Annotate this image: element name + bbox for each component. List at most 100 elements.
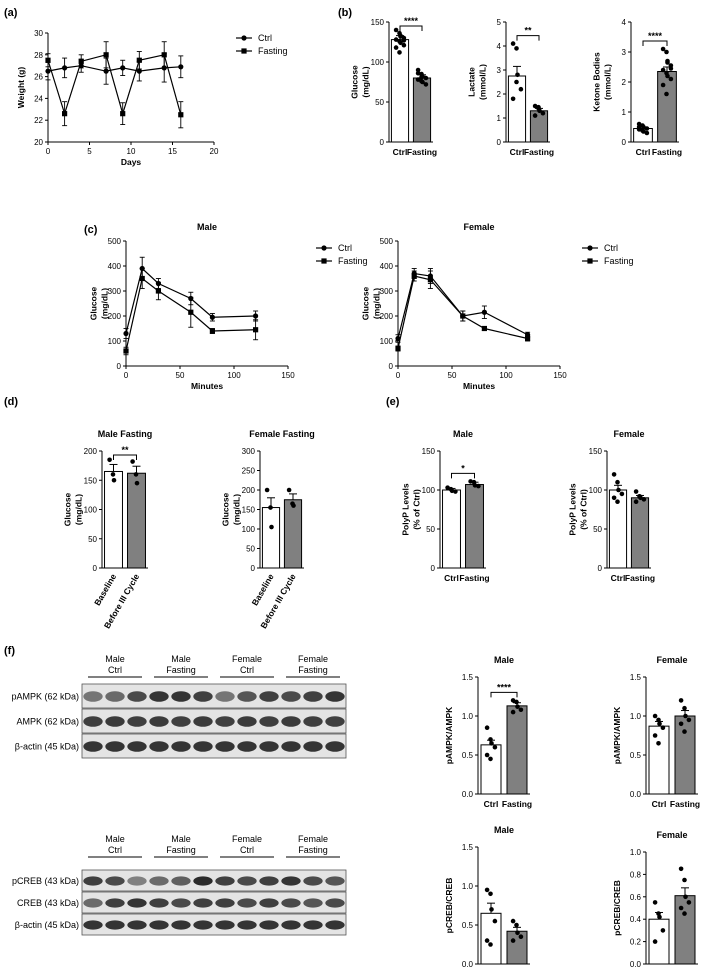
data-point-fasting (136, 57, 142, 63)
y-axis-label: Lactate(mmol/L) (467, 64, 488, 100)
data-point (660, 82, 666, 88)
y-axis-label: Glucose(mg/dL) (221, 492, 242, 526)
y-tick-label: 1.0 (630, 848, 642, 857)
data-point (668, 66, 674, 71)
blot-band (83, 876, 103, 886)
data-point (134, 480, 140, 486)
chart-title: Male Fasting (98, 429, 153, 439)
data-point (488, 942, 493, 947)
y-axis-label-line: Lactate (467, 67, 477, 97)
blot-group-label-line: Female (298, 654, 328, 664)
bar-before-iii-cycle (283, 499, 303, 569)
y-axis-label-line: Weight (g) (16, 67, 26, 109)
y-tick-label: 100 (380, 337, 394, 346)
data-point (660, 67, 666, 73)
blot-group-label-line: Male (171, 654, 191, 664)
y-tick-label: 4 (497, 42, 502, 51)
x-tick-label: Fasting (625, 573, 655, 583)
x-tick-label: Fasting (652, 147, 682, 157)
x-tick-label: Fasting (670, 799, 700, 809)
data-point (652, 713, 658, 719)
chart-title: Male (453, 429, 473, 439)
y-tick-label: 4 (622, 18, 627, 27)
data-point (264, 487, 270, 493)
y-tick-label: 24 (34, 94, 43, 103)
chart-b3: 0 1 2 3 4 Ketone Bodies(mmol/L) Ctrl Fasting ***… (592, 18, 683, 157)
x-tick-label: Fasting (459, 573, 489, 583)
data-point-fasting (120, 111, 126, 117)
y-axis-label: PolyP Levels(% of Ctrl) (568, 483, 589, 536)
significance-bracket (451, 472, 475, 479)
data-point (636, 124, 642, 130)
data-point (633, 499, 639, 505)
significance-bracket (399, 25, 423, 31)
data-point (489, 741, 494, 746)
blot-group-label-line: Female (232, 654, 262, 664)
blot-band (237, 898, 257, 908)
y-tick-label: 1 (497, 114, 502, 123)
y-axis-label: Glucose(mg/dL) (350, 65, 371, 99)
y-axis-label-line: (mmol/L) (603, 64, 613, 100)
blot-group-label-line: Male (105, 834, 125, 844)
data-point-fasting (123, 348, 129, 354)
blot-row-label: AMPK (62 kDa) (16, 717, 79, 727)
y-tick-label: 400 (380, 262, 394, 271)
data-point (514, 699, 519, 705)
blot-band (193, 898, 213, 908)
blot-band (171, 716, 191, 727)
blot-group-label: Male Fasting (166, 834, 196, 855)
blot-band (303, 716, 323, 727)
blot-group-label-line: Ctrl (108, 665, 122, 675)
data-point-fasting (188, 309, 194, 315)
y-axis-label-line: (mg/dL) (100, 288, 110, 319)
blot-strip (81, 891, 347, 914)
data-point (657, 914, 662, 920)
data-point-fasting (161, 52, 167, 58)
x-tick-label: 15 (168, 147, 177, 156)
y-tick-label: 200 (108, 312, 122, 321)
data-point-fasting (103, 52, 109, 58)
significance-bracket (113, 454, 137, 460)
y-tick-label: 0.0 (630, 960, 642, 969)
blot-band (215, 876, 235, 886)
data-point (398, 40, 403, 46)
blot-band (171, 741, 191, 752)
data-point (510, 918, 516, 924)
legend-label: Fasting (258, 46, 288, 56)
y-tick-label: 150 (371, 18, 385, 27)
blot-band (215, 898, 235, 908)
blot-band (149, 716, 169, 727)
data-point (268, 505, 273, 510)
y-tick-label: 1.5 (630, 673, 642, 682)
data-point (664, 91, 669, 97)
y-tick-label: 0 (598, 564, 603, 573)
blot-group-label-line: Male (171, 834, 191, 844)
y-tick-label: 200 (380, 312, 394, 321)
blot-group-label-line: Male (105, 654, 125, 664)
blot-band (83, 920, 103, 930)
data-point-fasting (178, 112, 184, 118)
data-point (484, 752, 490, 758)
data-point (540, 110, 546, 116)
blot-strip (81, 869, 347, 892)
data-point-fasting (139, 275, 145, 282)
blot-band (325, 691, 345, 702)
legend-label: Fasting (604, 256, 634, 266)
blot-band (303, 876, 323, 886)
blot-band (193, 716, 213, 727)
y-tick-label: 0 (389, 362, 394, 371)
bar-baseline (104, 470, 123, 569)
y-tick-label: 300 (242, 447, 256, 456)
y-tick-label: 0.8 (630, 870, 642, 879)
legend-marker (321, 245, 327, 251)
y-axis-label: pAMPK/AMPK (444, 706, 454, 764)
significance-marker: ** (524, 26, 532, 36)
bar-fasting (412, 77, 432, 143)
significance-bracket (516, 35, 540, 41)
x-tick-label: 150 (553, 371, 567, 380)
data-point-ctrl (123, 330, 129, 337)
blot-band (259, 741, 279, 752)
data-point (633, 489, 639, 494)
x-tick-label: Ctrl (652, 799, 667, 809)
